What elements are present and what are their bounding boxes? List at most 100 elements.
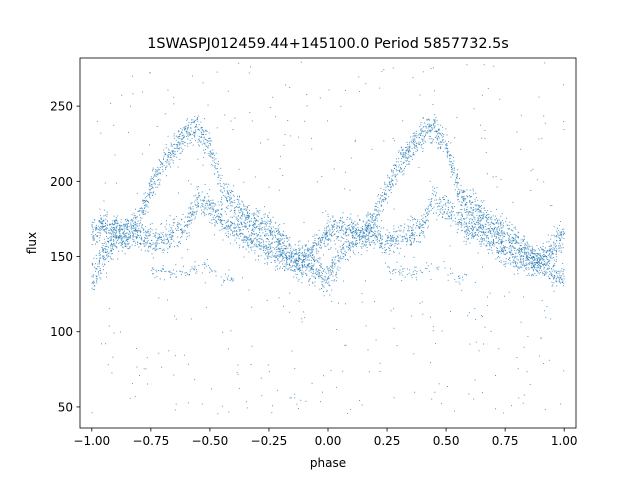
scatter-point (354, 140, 356, 142)
scatter-point (420, 133, 421, 135)
scatter-point (553, 248, 555, 250)
scatter-point (128, 220, 129, 221)
scatter-point (534, 258, 536, 260)
scatter-point (530, 275, 532, 277)
scatter-point (389, 271, 391, 272)
scatter-point (418, 143, 419, 145)
scatter-point (538, 248, 540, 250)
scatter-point (242, 240, 244, 242)
scatter-point (179, 152, 181, 154)
scatter-point (326, 234, 328, 235)
scatter-point (489, 231, 491, 233)
scatter-point (297, 259, 299, 261)
scatter-point (345, 259, 346, 261)
scatter-point (248, 72, 250, 74)
scatter-point (482, 316, 484, 318)
scatter-point (261, 242, 262, 244)
scatter-point (454, 279, 456, 281)
scatter-point (531, 262, 533, 264)
scatter-point (420, 142, 421, 144)
scatter-point (429, 180, 431, 182)
scatter-point (394, 245, 396, 247)
scatter-point (504, 246, 506, 248)
scatter-point (260, 142, 262, 144)
scatter-point (470, 218, 472, 220)
scatter-point (371, 231, 373, 233)
scatter-point (547, 268, 549, 270)
scatter-point (392, 67, 394, 69)
scatter-point (303, 250, 305, 252)
scatter-point (347, 225, 349, 226)
scatter-point (447, 274, 449, 276)
scatter-point (194, 194, 196, 196)
scatter-point (99, 252, 101, 254)
scatter-point (481, 237, 482, 239)
scatter-point (425, 219, 427, 221)
scatter-point (104, 209, 106, 211)
scatter-point (493, 239, 494, 241)
scatter-point (418, 137, 420, 139)
scatter-point (474, 308, 476, 310)
scatter-point (212, 160, 214, 162)
scatter-point (551, 268, 553, 270)
scatter-point (349, 224, 351, 226)
scatter-point (513, 233, 515, 235)
scatter-point (180, 142, 181, 144)
scatter-point (500, 235, 502, 237)
scatter-point (552, 249, 554, 251)
scatter-point (106, 214, 108, 215)
scatter-point (92, 229, 94, 231)
scatter-point (483, 239, 485, 241)
scatter-point (315, 248, 317, 250)
scatter-point (290, 251, 292, 253)
scatter-point (184, 221, 185, 223)
scatter-point (561, 235, 563, 237)
scatter-point (461, 214, 463, 216)
scatter-point (140, 222, 141, 224)
scatter-point (427, 127, 429, 129)
scatter-point (330, 265, 332, 267)
scatter-point (446, 211, 448, 213)
scatter-point (486, 210, 488, 212)
scatter-point (197, 195, 199, 197)
scatter-point (532, 257, 533, 259)
scatter-point (236, 242, 237, 244)
scatter-point (334, 266, 336, 268)
scatter-point (429, 142, 431, 144)
scatter-point (187, 249, 189, 251)
scatter-point (559, 231, 561, 233)
scatter-point (478, 232, 480, 234)
scatter-point (320, 237, 322, 238)
scatter-point (201, 209, 202, 211)
scatter-point (254, 250, 256, 251)
scatter-point (471, 221, 473, 223)
scatter-point (344, 188, 346, 190)
scatter-point (137, 220, 139, 222)
scatter-point (271, 234, 273, 236)
scatter-point (243, 205, 245, 207)
scatter-point (522, 255, 524, 257)
scatter-point (501, 233, 503, 235)
scatter-point (503, 261, 505, 263)
scatter-point (367, 213, 369, 215)
scatter-point (515, 253, 517, 255)
scatter-point (512, 201, 514, 203)
scatter-point (227, 196, 229, 197)
scatter-point (147, 206, 149, 208)
scatter-point (316, 253, 318, 254)
scatter-point (385, 198, 386, 200)
scatter-point (330, 240, 332, 242)
scatter-point (132, 228, 134, 229)
scatter-point (527, 262, 529, 264)
scatter-point (237, 203, 239, 205)
scatter-point (356, 232, 358, 233)
scatter-point (260, 235, 262, 237)
scatter-point (308, 284, 310, 286)
scatter-point (466, 195, 468, 197)
scatter-point (504, 266, 506, 268)
scatter-point (177, 147, 179, 149)
scatter-point (353, 252, 354, 254)
scatter-point (211, 222, 213, 224)
scatter-point (393, 208, 395, 210)
scatter-point (181, 135, 183, 137)
